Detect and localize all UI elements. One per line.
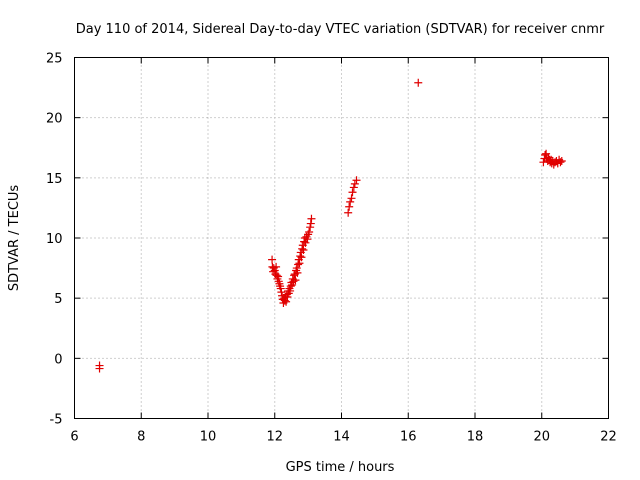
data-point (348, 188, 357, 197)
data-point (344, 208, 353, 217)
data-point (303, 235, 312, 244)
data-point (292, 264, 301, 273)
y-axis-label: SDTVAR / TECUs (7, 185, 22, 292)
y-tick-label: 20 (46, 112, 63, 127)
y-tick-label: 25 (46, 52, 63, 67)
data-point (539, 158, 548, 167)
x-tick-label: 16 (400, 430, 417, 445)
data-point (297, 253, 306, 262)
data-point (345, 202, 354, 211)
data-point (299, 246, 308, 255)
data-point (346, 197, 355, 206)
y-tick-label: 15 (46, 172, 63, 187)
x-tick-label: 8 (137, 430, 145, 445)
x-axis-label: GPS time / hours (286, 460, 395, 475)
data-point (306, 219, 315, 228)
x-tick-label: 14 (333, 430, 350, 445)
data-point (556, 158, 565, 167)
data-point (272, 271, 281, 280)
y-tick-label: 10 (46, 232, 63, 247)
data-point (307, 214, 316, 223)
x-tick-label: 12 (266, 430, 283, 445)
data-point (270, 266, 279, 275)
data-point (547, 155, 556, 164)
data-point (286, 286, 295, 295)
x-tick-label: 22 (600, 430, 617, 445)
data-point (347, 194, 356, 203)
chart-title: Day 110 of 2014, Sidereal Day-to-day VTE… (76, 22, 605, 37)
data-point (295, 259, 304, 268)
data-point (282, 297, 291, 306)
data-point (288, 280, 297, 289)
x-tick-label: 10 (200, 430, 217, 445)
data-point (301, 238, 310, 247)
data-point (306, 223, 315, 232)
data-point (350, 179, 359, 188)
x-tick-label: 18 (467, 430, 484, 445)
data-point (289, 277, 298, 286)
data-point (95, 364, 104, 373)
axis-ticks: 6 8 10 12 14 16 18 20 22 -5 0 5 10 15 20 25 (46, 52, 617, 445)
y-tick-label: 5 (54, 292, 62, 307)
data-point (296, 252, 305, 261)
data-point (293, 268, 302, 277)
x-tick-label: 20 (533, 430, 550, 445)
data-point (283, 292, 292, 301)
data-point (352, 176, 361, 185)
data-point (291, 276, 300, 285)
data-point (305, 227, 314, 236)
data-point (268, 255, 277, 264)
data-point (557, 156, 566, 165)
grid-lines (74, 57, 609, 419)
data-point (294, 260, 303, 269)
data-points (95, 78, 566, 373)
data-point (276, 284, 285, 293)
data-point (277, 288, 286, 297)
data-point (274, 272, 283, 281)
data-point (349, 183, 358, 192)
y-tick-label: 0 (54, 352, 62, 367)
data-point (298, 244, 307, 253)
data-point (272, 262, 281, 271)
data-point (286, 282, 295, 291)
data-point (414, 78, 423, 87)
x-tick-label: 6 (70, 430, 78, 445)
y-tick-label: -5 (50, 413, 63, 428)
